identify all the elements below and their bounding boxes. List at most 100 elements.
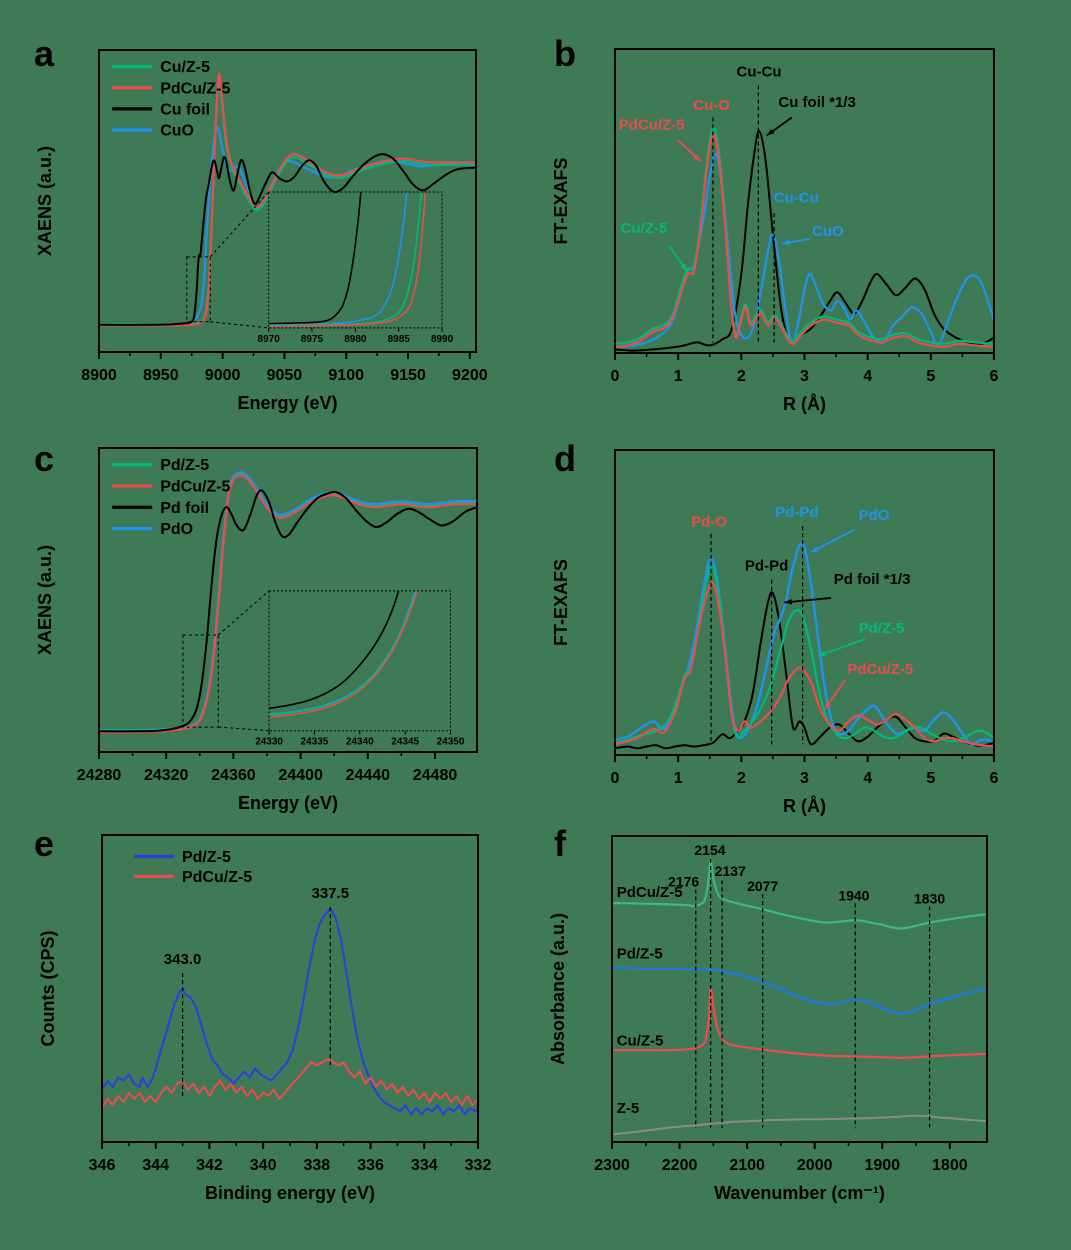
- b-series-pdcu-z-5: [615, 132, 994, 349]
- f-annotation-cu-z-5: Cu/Z-5: [617, 1033, 664, 1050]
- e-ylabel: Counts (CPS): [38, 931, 58, 1047]
- f-series-z-5: [612, 1114, 987, 1136]
- d-xlabel: R (Å): [783, 796, 826, 816]
- e-x-tick-label: 332: [465, 1157, 492, 1174]
- panel-d-chart: 0 1 2 3 4 5 6 R (Å) FT-EXAFS Pd-O Pd-Pd PdO Pd-Pd Pd …: [551, 449, 999, 816]
- d-annotation-pdo: PdO: [859, 507, 890, 524]
- d-arrowhead: [784, 599, 792, 605]
- a-legend-label-cuo: CuO: [160, 123, 194, 140]
- panel-e-chart: 346 344 342 340 338 336 334 332 Binding energy (…: [38, 834, 492, 1203]
- c-x-tick-label: 24440: [346, 767, 391, 784]
- b-annotation-pdcu-z-5: PdCu/Z-5: [619, 117, 685, 134]
- a-x-tick-label: 9050: [267, 367, 303, 384]
- a-x-tick-label: 9000: [205, 367, 241, 384]
- f-annotation-z-5: Z-5: [617, 1100, 640, 1117]
- d-plot-border: [614, 449, 995, 756]
- f-series-pdcu-z-5: [612, 859, 987, 930]
- a-series-cu-z-5: [99, 81, 476, 326]
- b-xlabel: R (Å): [783, 394, 826, 414]
- c-series-pd-foil: [99, 489, 477, 733]
- a-legend-label-cu-z-5: Cu/Z-5: [160, 59, 210, 76]
- f-xlabel: Wavenumber (cm⁻¹): [714, 1183, 885, 1203]
- c-x-tick-label: 24320: [144, 767, 189, 784]
- e-annotation-343-0: 343.0: [164, 951, 202, 968]
- c-legend-label-pd-foil: Pd foil: [160, 500, 209, 517]
- b-arrowhead: [766, 129, 775, 136]
- panel-e: 346 344 342 340 338 336 334 332 Binding energy (…: [20, 820, 540, 1250]
- a-inset-tick-label: 8985: [388, 334, 411, 345]
- f-series-pd-z-5: [612, 966, 987, 1015]
- f-plot-border: [611, 835, 988, 1143]
- d-annotation-pd-pd: Pd-Pd: [745, 557, 788, 574]
- c-series-pdcu-z-5: [99, 474, 477, 734]
- c-legend-label-pdo: PdO: [160, 521, 193, 538]
- a-plot-border: [98, 49, 477, 353]
- e-x-tick-label: 342: [196, 1157, 223, 1174]
- panel-e-letter: e: [34, 823, 55, 864]
- d-arrowhead: [818, 650, 827, 656]
- b-x-tick-label: 4: [863, 368, 872, 385]
- c-inset-border: [268, 590, 452, 732]
- b-annotation-cu-cu: Cu-Cu: [774, 190, 819, 207]
- f-x-tick-label: 2000: [797, 1157, 833, 1174]
- a-zoom-connector: [209, 191, 270, 258]
- e-series-pdcu-z-5: [102, 1058, 478, 1110]
- c-legend-label-pd-z-5: Pd/Z-5: [160, 457, 209, 474]
- d-annotation-pd-foil-1-3: Pd foil *1/3: [834, 571, 911, 588]
- d-annotation-pd-z-5: Pd/Z-5: [859, 620, 905, 637]
- panel-a-chart: 8970 8975 8980 8985 8990 8900 8950 9000 9050 9100…: [35, 49, 488, 413]
- b-arrowhead: [693, 154, 701, 162]
- a-xlabel: Energy (eV): [237, 393, 337, 413]
- d-x-tick-label: 1: [674, 770, 683, 787]
- f-annotation-pdcu-z-5: PdCu/Z-5: [617, 884, 683, 901]
- panel-f-chart: 2300 2200 2100 2000 1900 1800 Wavenumber (cm⁻¹…: [548, 835, 988, 1203]
- a-series-cu-foil: [99, 153, 476, 326]
- b-annotation-cu-z-5: Cu/Z-5: [621, 220, 668, 237]
- panel-f-letter: f: [554, 823, 566, 864]
- panel-b-chart: 0 1 2 3 4 5 6 R (Å) FT-EXAFS Cu-Cu Cu foil *1/3 Cu-…: [551, 48, 999, 414]
- e-series-pd-z-5: [102, 907, 478, 1116]
- b-x-tick-label: 6: [990, 368, 999, 385]
- panel-c-letter: c: [34, 438, 55, 479]
- a-legend-label-pdcu-z-5: PdCu/Z-5: [160, 80, 230, 97]
- c-inset-series-pd-z-5: [269, 590, 417, 716]
- a-inset-tick-label: 8990: [431, 334, 454, 345]
- panel-d-letter: d: [554, 438, 576, 479]
- panel-f: 2300 2200 2100 2000 1900 1800 Wavenumber (cm⁻¹…: [540, 820, 1071, 1250]
- a-x-tick-label: 8950: [143, 367, 179, 384]
- d-series-pd-foil-1-3: [615, 591, 994, 750]
- panel-d: 0 1 2 3 4 5 6 R (Å) FT-EXAFS Pd-O Pd-Pd PdO Pd-Pd Pd …: [540, 435, 1071, 820]
- d-x-tick-label: 2: [737, 770, 746, 787]
- a-inset-tick-label: 8980: [344, 334, 367, 345]
- c-x-tick-label: 24360: [211, 767, 256, 784]
- d-annotation-pdcu-z-5: PdCu/Z-5: [847, 661, 913, 678]
- c-zoom-connector: [218, 726, 270, 732]
- e-x-tick-label: 338: [304, 1157, 331, 1174]
- b-annotation-cuo: CuO: [812, 223, 844, 240]
- b-series-cu-z-5: [615, 126, 994, 346]
- c-legend-label-pdcu-z-5: PdCu/Z-5: [160, 479, 230, 496]
- e-x-tick-label: 334: [411, 1157, 438, 1174]
- f-ylabel: Absorbance (a.u.): [548, 913, 568, 1065]
- a-inset-series-pdcu-z-5: [268, 191, 427, 328]
- a-x-tick-label: 8900: [81, 367, 117, 384]
- a-inset-tick-label: 8975: [301, 334, 324, 345]
- e-x-tick-label: 346: [89, 1157, 116, 1174]
- e-x-tick-label: 336: [357, 1157, 384, 1174]
- f-x-tick-label: 2200: [662, 1157, 698, 1174]
- a-inset-border: [268, 191, 443, 329]
- b-arrowhead: [781, 239, 790, 246]
- e-annotation-337-5: 337.5: [312, 885, 350, 902]
- b-x-tick-label: 0: [611, 368, 620, 385]
- d-series-pdcu-z-5: [615, 581, 994, 748]
- d-arrow: [784, 597, 832, 604]
- b-x-tick-label: 1: [674, 368, 683, 385]
- panel-a-letter: a: [34, 33, 55, 74]
- c-xlabel: Energy (eV): [238, 793, 338, 813]
- f-annotation-2077: 2077: [747, 878, 778, 894]
- b-annotation-cu-foil-1-3: Cu foil *1/3: [778, 94, 856, 111]
- a-series-pdcu-z-5: [99, 72, 476, 327]
- b-series-cu-foil-1-3: [615, 130, 994, 352]
- c-zoom-rect: [182, 634, 219, 728]
- d-annotation-pd-o: Pd-O: [691, 513, 727, 530]
